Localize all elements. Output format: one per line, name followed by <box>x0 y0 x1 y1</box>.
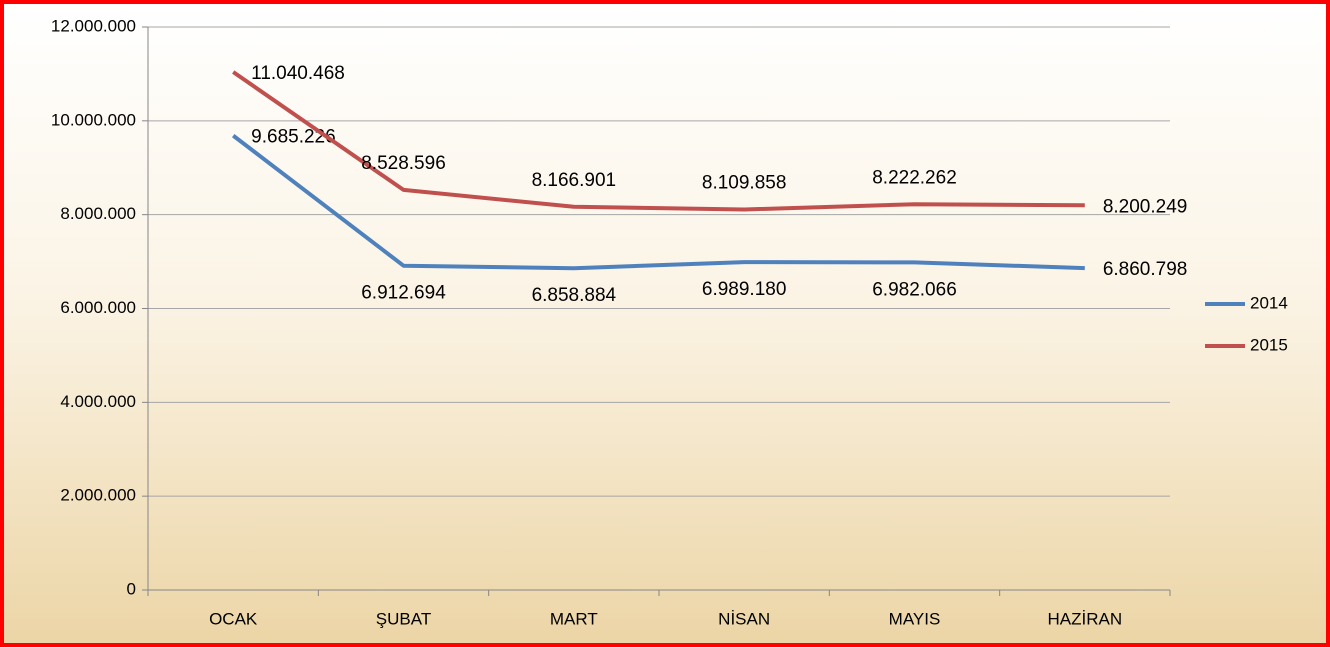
data-label: 6.912.694 <box>361 283 446 304</box>
x-tick-label: HAZİRAN <box>1048 609 1123 628</box>
series-line <box>231 134 1085 271</box>
x-tick-label: NİSAN <box>718 609 770 628</box>
y-tick-label: 0 <box>127 579 136 598</box>
x-tick-label: MAYIS <box>889 609 941 628</box>
legend-label: 2014 <box>1250 293 1288 312</box>
y-tick-label: 4.000.000 <box>60 392 136 411</box>
data-label: 6.989.180 <box>702 279 787 300</box>
y-tick-label: 10.000.000 <box>51 110 136 129</box>
data-label: 11.040.468 <box>251 63 345 84</box>
y-tick-label: 12.000.000 <box>51 16 136 35</box>
data-label: 6.982.066 <box>872 279 957 300</box>
data-label: 8.109.858 <box>702 173 787 194</box>
x-tick-label: MART <box>550 609 598 628</box>
data-label: 6.858.884 <box>532 285 617 306</box>
data-label: 8.200.249 <box>1103 196 1188 217</box>
data-label: 8.222.262 <box>872 167 957 188</box>
data-label: 6.860.798 <box>1103 259 1188 280</box>
x-tick-label: OCAK <box>209 609 258 628</box>
x-tick-label: ŞUBAT <box>376 609 431 628</box>
data-label: 8.166.901 <box>532 170 617 191</box>
data-label: 9.685.226 <box>251 127 336 148</box>
data-label: 8.528.596 <box>361 153 446 174</box>
series-line <box>232 70 1085 212</box>
y-tick-label: 8.000.000 <box>60 204 136 223</box>
legend-label: 2015 <box>1250 335 1288 354</box>
y-tick-label: 6.000.000 <box>60 298 136 317</box>
y-tick-label: 2.000.000 <box>60 486 136 505</box>
